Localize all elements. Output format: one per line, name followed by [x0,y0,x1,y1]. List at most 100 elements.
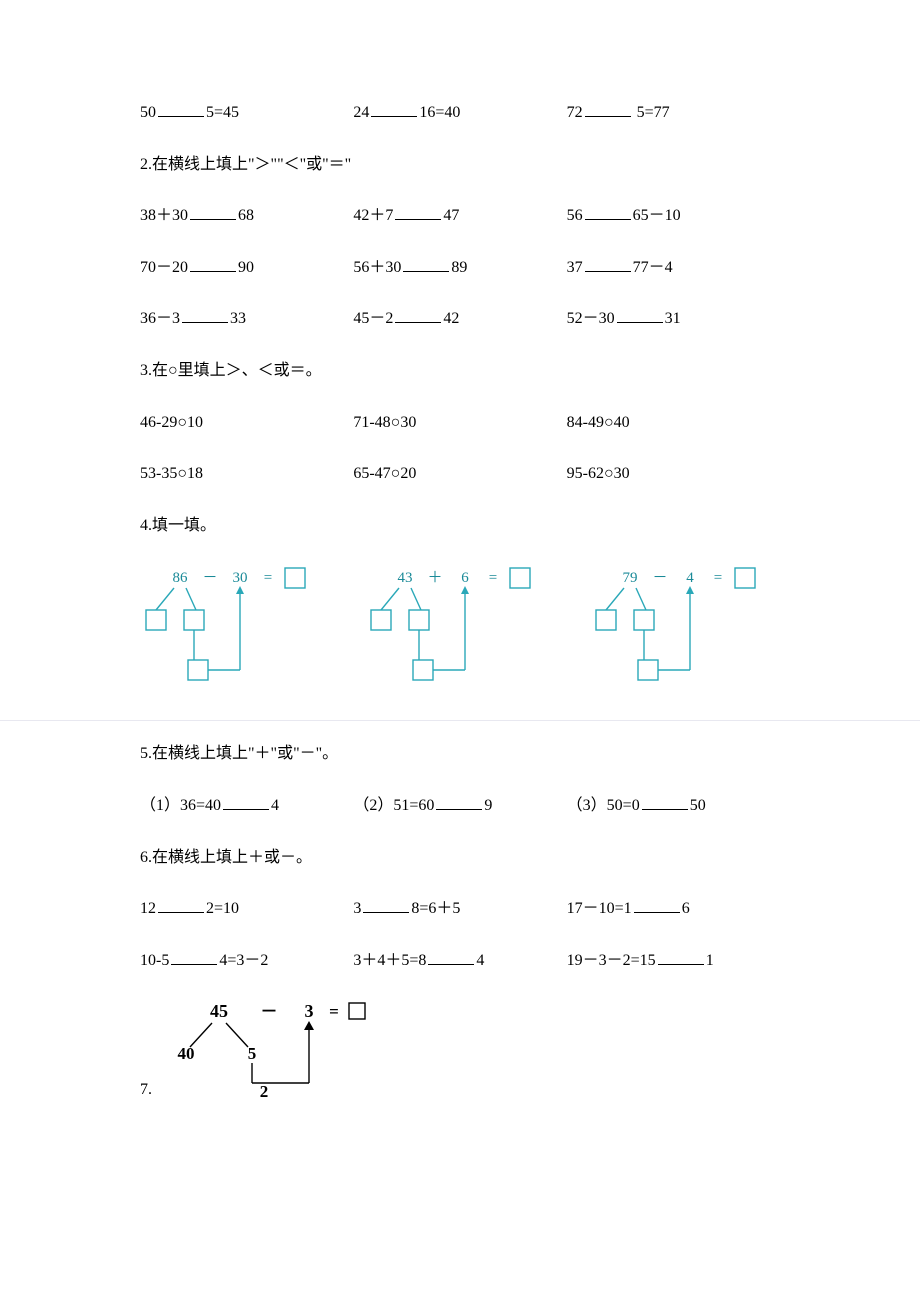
q5-row: （1）36=404（2）51=609（3）50=050 [140,793,780,819]
q3-item: 71-48○30 [353,410,566,436]
q3-item: 46-29○10 [140,410,353,436]
svg-text:86: 86 [173,570,189,586]
fill-blank[interactable] [395,203,441,220]
q3-expr: 53-35○18 [140,465,203,482]
q5-item: （3）50=050 [567,793,780,819]
q3-title: 3.在○里填上＞、＜或＝。 [140,358,780,384]
q2-row: 38＋306842＋7475665－10 [140,203,780,229]
worksheet-page: 505=45 2416=40 72 5=77 2.在横线上填上"＞""＜"或"＝… [0,0,920,1159]
split-diagram: 86 － 30 = [140,564,330,694]
svg-text:2: 2 [260,1082,269,1099]
q6-row: 122=1038=6＋517－10=16 [140,896,780,922]
fill-blank[interactable] [585,100,631,117]
q3-item: 84-49○40 [567,410,780,436]
q1-row: 505=45 2416=40 72 5=77 [140,100,780,126]
q2-right: 68 [238,207,254,224]
q1-b: 5=45 [206,104,239,121]
q2-row: 36－33345－24252－3031 [140,306,780,332]
q2-item: 45－242 [353,306,566,332]
svg-text:40: 40 [178,1044,195,1063]
q6-text: 10-5 [140,952,169,969]
q2-right: 33 [230,310,246,327]
fill-blank[interactable] [428,948,474,965]
fill-blank[interactable] [371,100,417,117]
q2-item: 56＋30 89 [353,255,566,281]
q5-left: 51=60 [393,797,434,814]
q5-label: （2） [353,797,393,814]
svg-text:=: = [264,570,272,586]
q2-item: 5665－10 [567,203,780,229]
q2-right: 77－4 [633,259,673,276]
q2-item: 70－2090 [140,255,353,281]
q4-title: 4.填一填。 [140,513,780,539]
q5-right: 4 [271,797,279,814]
fill-blank[interactable] [158,896,204,913]
q3-expr: 65-47○20 [353,465,416,482]
q2-left: 70－20 [140,259,188,276]
q2-right: 47 [443,207,459,224]
q2-item: 42＋747 [353,203,566,229]
split-diagram: 79－4= [590,564,780,694]
divider [0,720,920,721]
q2-right: 65－10 [633,207,681,224]
fill-blank[interactable] [182,306,228,323]
q6-text: 3 [353,900,361,917]
q1-item: 24 16=40 [353,100,566,126]
svg-text:=: = [714,570,722,586]
fill-blank[interactable] [436,793,482,810]
fill-blank[interactable] [158,100,204,117]
svg-text:5: 5 [248,1044,257,1063]
q2-title: 2.在横线上填上"＞""＜"或"＝" [140,152,780,178]
q3-expr: 84-49○40 [567,414,630,431]
q6-text: 12 [140,900,156,917]
svg-text:＋: ＋ [427,570,442,586]
q1-b: 16=40 [419,104,460,121]
q3-row: 46-29○1071-48○30 84-49○40 [140,410,780,436]
fill-blank[interactable] [395,306,441,323]
fill-blank[interactable] [223,793,269,810]
q2-left: 56＋30 [353,259,401,276]
q5-label: （3） [567,797,607,814]
fill-blank[interactable] [403,255,449,272]
fill-blank[interactable] [190,203,236,220]
q6-row: 10-54=3－23＋4＋5=8419－3－2=151 [140,948,780,974]
fill-blank[interactable] [363,896,409,913]
q3-item: 53-35○18 [140,461,353,487]
fill-blank[interactable] [634,896,680,913]
svg-text:－: － [202,570,217,586]
q2-left: 36－3 [140,310,180,327]
fill-blank[interactable] [190,255,236,272]
fill-blank[interactable] [658,948,704,965]
fill-blank[interactable] [171,948,217,965]
q6-item: 3＋4＋5=84 [353,948,566,974]
q3-expr: 71-48○30 [353,414,416,431]
q5-right: 50 [690,797,706,814]
svg-text:79: 79 [623,570,638,586]
fill-blank[interactable] [642,793,688,810]
svg-text:－: － [652,570,667,586]
q6-text: 19－3－2=15 [567,952,656,969]
q2-right: 89 [451,259,467,276]
q5-title: 5.在横线上填上"＋"或"－"。 [140,741,780,767]
q2-row: 70－209056＋30 89 37 77－4 [140,255,780,281]
q7: 7. 45－3=4052 [140,999,780,1099]
q6-title: 6.在横线上填上＋或－。 [140,845,780,871]
fill-blank[interactable] [617,306,663,323]
q2-item: 37 77－4 [567,255,780,281]
q2-item: 38＋3068 [140,203,353,229]
fill-blank[interactable] [585,203,631,220]
q3-row: 53-35○1865-47○2095-62○30 [140,461,780,487]
q6-text: 3＋4＋5=8 [353,952,426,969]
q7-label: 7. [140,1081,152,1099]
q6-text: 2=10 [206,900,239,917]
q2-left: 37 [567,259,583,276]
q1-a: 24 [353,104,369,121]
q7-diagram: 45－3=4052 [164,999,384,1099]
q3-item: 65-47○20 [353,461,566,487]
q2-left: 52－30 [567,310,615,327]
svg-text:6: 6 [461,570,469,586]
fill-blank[interactable] [585,255,631,272]
svg-text:30: 30 [233,570,248,586]
q2-right: 42 [443,310,459,327]
q5-left: 36=40 [180,797,221,814]
